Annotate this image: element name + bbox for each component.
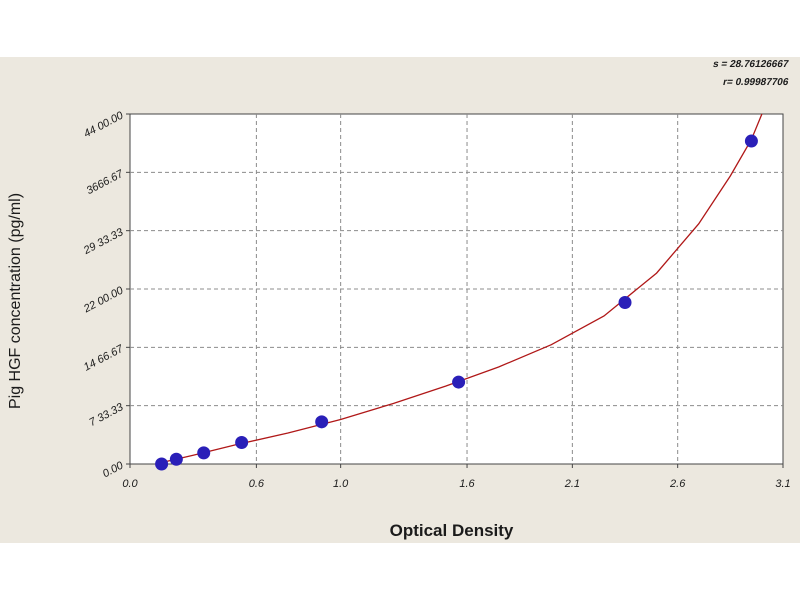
y-tick-label: 14 66.67: [82, 343, 126, 374]
grid-lines: [130, 114, 783, 464]
x-tick-labels: 0.0 0.6 1.0 1.6 2.1 2.6 3.1: [122, 478, 790, 490]
y-tick-label: 22 00.00: [81, 284, 126, 316]
axis-ticks: [126, 113, 784, 468]
y-tick-label: 29 33.33: [81, 226, 126, 258]
y-tick-label: 3666.67: [85, 168, 127, 198]
data-point: [618, 296, 632, 310]
x-tick-label: 1.6: [459, 478, 475, 490]
data-points: [155, 134, 758, 471]
y-axis-label: Pig HGF concentration (pg/ml): [7, 193, 24, 409]
data-point: [235, 436, 249, 450]
data-point: [197, 446, 211, 460]
x-tick-label: 2.1: [564, 478, 580, 490]
data-point: [155, 457, 169, 471]
x-axis-label: Optical Density: [390, 521, 514, 540]
y-tick-label: 7 33.33: [87, 401, 126, 429]
data-point: [169, 452, 183, 466]
x-tick-label: 2.6: [669, 478, 686, 490]
data-point: [315, 415, 329, 429]
x-tick-label: 1.0: [333, 478, 349, 490]
data-point: [744, 134, 758, 148]
x-tick-label: 0.6: [249, 478, 265, 490]
fit-curve: [155, 113, 763, 465]
x-tick-label: 3.1: [775, 478, 790, 490]
data-point: [452, 375, 466, 389]
x-tick-label: 0.0: [122, 478, 138, 490]
chart-panel: s = 28.76126667 r= 0.99987706 0.0 0.6 1.0 1…: [0, 57, 800, 543]
y-tick-label: 44 00.00: [82, 109, 126, 140]
